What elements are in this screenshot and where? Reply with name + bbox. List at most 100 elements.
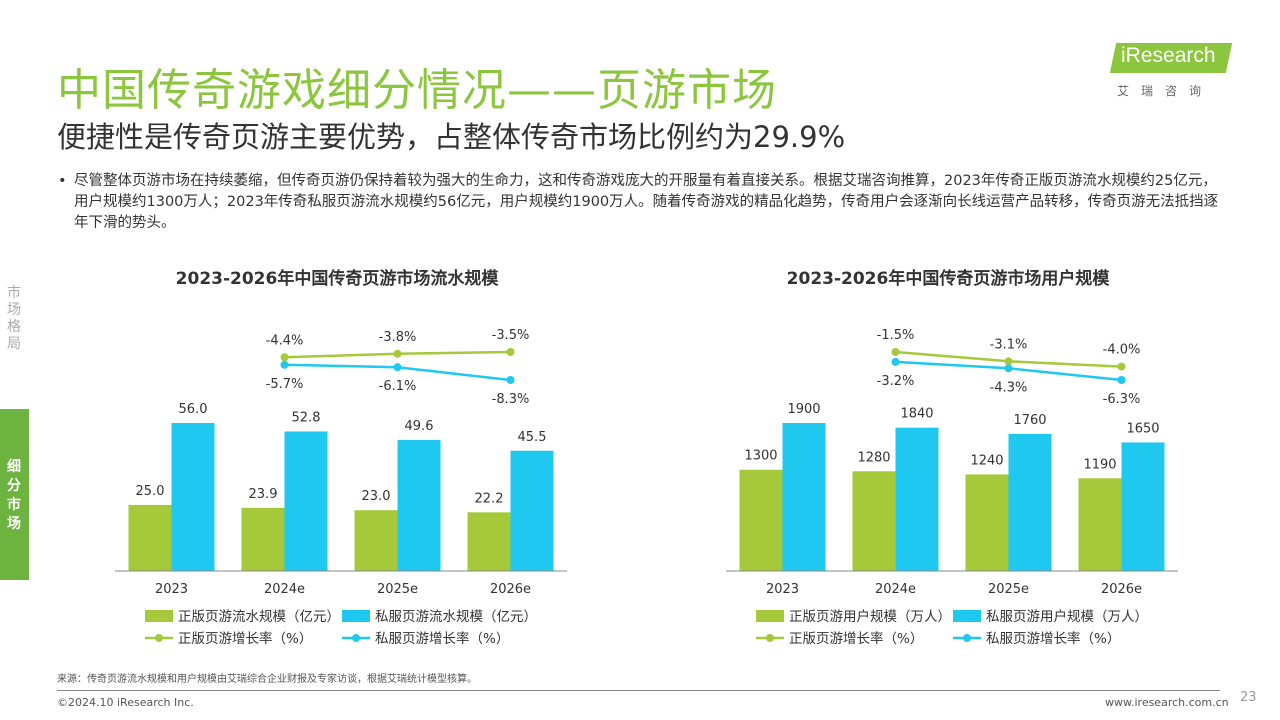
growth-point	[393, 363, 402, 372]
growth-label: -3.2%	[877, 374, 915, 389]
legend-label: 私服页游增长率（%）	[986, 630, 1120, 647]
growth-point	[1004, 364, 1013, 373]
bar-value-label: 1760	[1013, 413, 1046, 428]
page-number: 23	[1240, 690, 1257, 705]
bar-private	[171, 423, 215, 571]
bar-value-label: 1900	[787, 402, 820, 417]
growth-label: -3.1%	[990, 337, 1028, 352]
bar-official	[354, 510, 398, 571]
x-tick-label: 2025e	[377, 582, 418, 597]
legend-label: 私服页游用户规模（万人）	[986, 608, 1148, 625]
growth-label: -1.5%	[877, 328, 915, 343]
bar-private	[1121, 442, 1165, 571]
bar-private	[782, 423, 826, 571]
bar-official	[467, 512, 511, 571]
logo-cn: 艾瑞咨询	[1117, 84, 1214, 98]
bar-private	[895, 427, 939, 571]
bar-value-label: 1190	[1083, 457, 1116, 472]
bar-value-label: 1300	[744, 449, 777, 464]
bar-value-label: 45.5	[518, 430, 547, 445]
legend-label: 正版页游流水规模（亿元）	[178, 609, 340, 625]
legend-swatch-bar	[342, 610, 370, 622]
legend-swatch-dot	[766, 634, 774, 642]
growth-point	[891, 348, 900, 356]
legend-label: 私服页游增长率（%）	[375, 630, 509, 647]
x-tick-label: 2024e	[875, 582, 916, 597]
x-tick-label: 2026e	[1101, 582, 1142, 597]
legend-swatch-dot	[963, 634, 971, 642]
bar-official	[852, 471, 896, 571]
growth-label: -6.1%	[379, 379, 417, 394]
x-tick-label: 2026e	[490, 582, 531, 597]
growth-label: -4.4%	[266, 333, 304, 348]
bar-private	[510, 450, 554, 571]
website-link[interactable]: www.iresearch.com.cn	[1105, 696, 1229, 709]
bar-private	[1008, 433, 1052, 571]
bar-official	[965, 474, 1009, 571]
growth-label: -5.7%	[266, 377, 304, 392]
bar-official	[241, 507, 285, 571]
x-tick-label: 2023	[155, 582, 188, 597]
iresearch-logo: iResearch 艾瑞咨询	[1109, 40, 1233, 100]
source-footnote: 来源：传奇页游流水规模和用户规模由艾瑞综合企业财报及专家访谈，根据艾瑞统计模型核…	[57, 674, 477, 685]
growth-label: -3.5%	[492, 328, 530, 343]
growth-point	[1117, 376, 1126, 384]
legend-label: 正版页游增长率（%）	[789, 630, 923, 647]
bar-value-label: 25.0	[136, 484, 165, 499]
growth-point	[280, 360, 289, 369]
x-tick-label: 2024e	[264, 582, 305, 597]
legend-swatch-dot	[352, 634, 360, 642]
legend-swatch-bar	[756, 610, 784, 622]
bar-value-label: 23.0	[362, 489, 391, 504]
bar-official	[128, 504, 172, 571]
bar-private	[397, 439, 441, 571]
legend-label: 私服页游流水规模（亿元）	[375, 609, 537, 625]
bar-value-label: 1240	[970, 453, 1003, 468]
chart-title: 2023-2026年中国传奇页游市场流水规模	[176, 268, 500, 289]
growth-label: -8.3%	[492, 392, 530, 407]
revenue-chart: 2023-2026年中国传奇页游市场流水规模 25.0 56.0 2023 23.9 52…	[57, 262, 617, 662]
logo-brand: iResearch	[1121, 44, 1216, 67]
chart-svg: 2023-2026年中国传奇页游市场用户规模 1300 1900 2023 1280 18…	[726, 268, 1178, 647]
bar-value-label: 52.8	[292, 410, 321, 425]
legend-swatch-dot	[155, 634, 163, 642]
growth-label: -6.3%	[1103, 392, 1141, 407]
growth-point	[891, 357, 900, 366]
growth-point	[506, 376, 515, 384]
summary-text: 尽管整体页游市场在持续萎缩，但传奇页游仍保持着较为强大的生命力，这和传奇游戏庞大…	[74, 173, 1219, 231]
legend-swatch-bar	[145, 610, 173, 622]
bar-official	[1078, 478, 1122, 571]
bar-value-label: 49.6	[405, 419, 434, 434]
legend-swatch-bar	[953, 610, 981, 622]
growth-label: -4.3%	[990, 380, 1028, 395]
footer-divider	[57, 690, 1220, 691]
chart-svg: 2023-2026年中国传奇页游市场流水规模 25.0 56.0 2023 23.9 52…	[115, 268, 567, 647]
legend-label: 正版页游增长率（%）	[178, 630, 312, 647]
summary-bullet: • 尽管整体页游市场在持续萎缩，但传奇页游仍保持着较为强大的生命力，这和传奇游戏…	[58, 171, 1228, 234]
growth-label: -4.0%	[1103, 343, 1141, 358]
bar-value-label: 56.0	[179, 402, 208, 417]
bar-official	[739, 469, 783, 571]
side-nav-market-structure[interactable]: 市场格局	[7, 285, 21, 352]
user-chart: 2023-2026年中国传奇页游市场用户规模 1300 1900 2023 1280 18…	[668, 262, 1228, 662]
bar-value-label: 23.9	[249, 487, 278, 502]
growth-point	[280, 353, 289, 362]
page-title: 中国传奇游戏细分情况——页游市场	[57, 65, 777, 116]
bar-value-label: 1840	[900, 407, 933, 422]
growth-point	[506, 348, 515, 356]
x-tick-label: 2023	[766, 582, 799, 597]
legend-label: 正版页游用户规模（万人）	[789, 608, 951, 625]
chart-title: 2023-2026年中国传奇页游市场用户规模	[787, 268, 1111, 289]
x-tick-label: 2025e	[988, 582, 1029, 597]
bar-private	[284, 431, 328, 571]
growth-label: -3.8%	[379, 330, 417, 345]
bar-value-label: 1650	[1126, 421, 1159, 436]
growth-point	[1004, 357, 1013, 366]
bar-value-label: 22.2	[475, 491, 504, 506]
side-nav-segment-market[interactable]: 细分市场	[7, 459, 21, 532]
growth-point	[393, 349, 402, 358]
copyright: ©2024.10 iResearch Inc.	[57, 696, 194, 709]
bar-value-label: 1280	[857, 450, 890, 465]
side-nav-active-bar	[0, 409, 29, 580]
bullet-dot-icon: •	[58, 173, 67, 189]
